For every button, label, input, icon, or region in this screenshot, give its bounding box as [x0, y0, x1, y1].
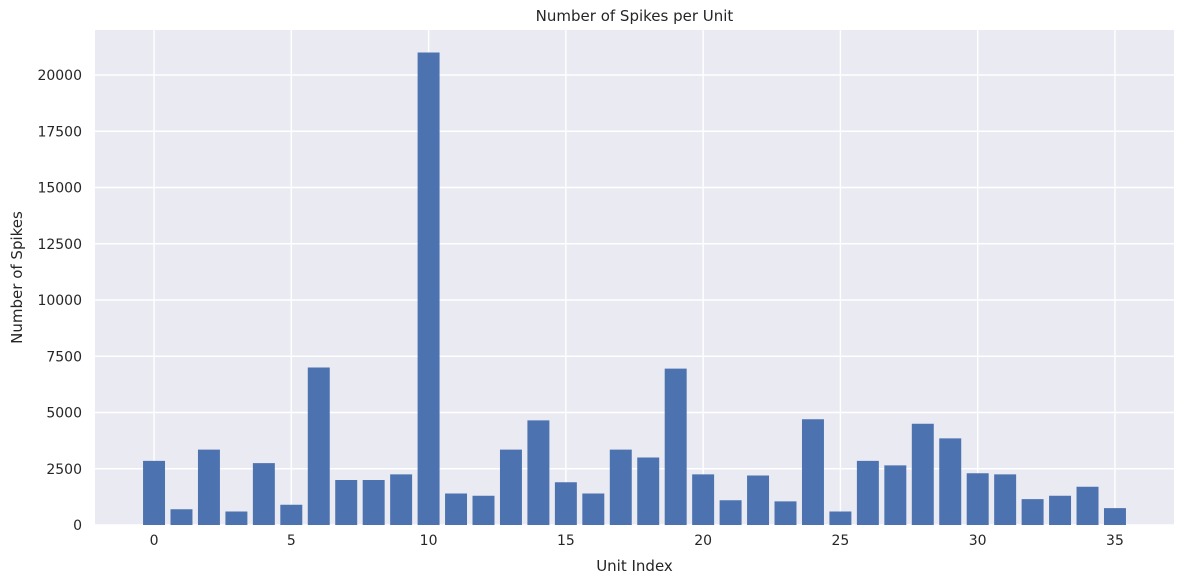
- bar-unit-15: [554, 482, 577, 525]
- x-tick-label: 10: [420, 533, 438, 549]
- bar-unit-6: [307, 367, 330, 525]
- x-tick-label: 5: [287, 533, 296, 549]
- bar-unit-19: [664, 368, 687, 525]
- bar-unit-4: [252, 463, 275, 525]
- y-tick-label: 10000: [37, 293, 82, 309]
- bar-unit-9: [390, 474, 413, 525]
- bar-unit-8: [362, 480, 385, 525]
- y-tick-label: 5000: [46, 406, 82, 422]
- bar-unit-5: [280, 504, 303, 525]
- bar-unit-34: [1076, 486, 1099, 525]
- x-tick-label: 0: [150, 533, 159, 549]
- bar-unit-35: [1103, 508, 1126, 525]
- bar-unit-24: [801, 419, 824, 525]
- bar-unit-26: [856, 460, 879, 525]
- x-axis-label: Unit Index: [596, 557, 673, 575]
- bar-unit-29: [939, 438, 962, 525]
- y-tick-label: 17500: [37, 124, 82, 140]
- y-axis-ticks: 0 2500 5000 7500 10000 12500 15000 17500 20000: [37, 68, 82, 534]
- bar-unit-31: [994, 474, 1017, 525]
- bar-unit-28: [911, 423, 934, 525]
- bar-unit-13: [499, 449, 522, 525]
- bar-unit-0: [143, 460, 166, 525]
- y-tick-label: 12500: [37, 237, 82, 253]
- bar-unit-18: [637, 457, 660, 525]
- x-tick-label: 25: [832, 533, 850, 549]
- bar-unit-10: [417, 52, 440, 525]
- bar-unit-27: [884, 465, 907, 525]
- bar-unit-21: [719, 500, 742, 525]
- y-tick-label: 2500: [46, 462, 82, 478]
- bar-unit-1: [170, 509, 193, 525]
- y-tick-label: 0: [73, 518, 82, 534]
- y-axis-label: Number of Spikes: [8, 211, 26, 344]
- y-tick-label: 20000: [37, 68, 82, 84]
- bar-unit-20: [692, 474, 715, 525]
- x-tick-label: 15: [557, 533, 575, 549]
- x-tick-label: 20: [694, 533, 712, 549]
- bars: [143, 52, 1126, 525]
- bar-unit-17: [609, 449, 632, 525]
- bar-unit-2: [197, 449, 220, 525]
- bar-unit-12: [472, 495, 495, 525]
- bar-unit-16: [582, 493, 605, 525]
- y-tick-label: 7500: [46, 349, 82, 365]
- chart-title: Number of Spikes per Unit: [536, 7, 734, 25]
- plot-area: [95, 30, 1174, 525]
- bar-unit-32: [1021, 499, 1044, 525]
- x-tick-label: 35: [1106, 533, 1124, 549]
- y-tick-label: 15000: [37, 181, 82, 197]
- bar-unit-11: [445, 493, 468, 525]
- bar-unit-22: [747, 475, 770, 525]
- bar-unit-3: [225, 511, 248, 525]
- bar-unit-25: [829, 511, 852, 525]
- x-axis-ticks: 0 5 10 15 20 25 30 35: [150, 533, 1124, 549]
- bar-unit-30: [966, 473, 989, 525]
- bar-unit-7: [335, 480, 358, 525]
- bar-unit-23: [774, 501, 797, 525]
- x-tick-label: 30: [969, 533, 987, 549]
- bar-unit-14: [527, 420, 550, 525]
- bar-unit-33: [1049, 495, 1072, 525]
